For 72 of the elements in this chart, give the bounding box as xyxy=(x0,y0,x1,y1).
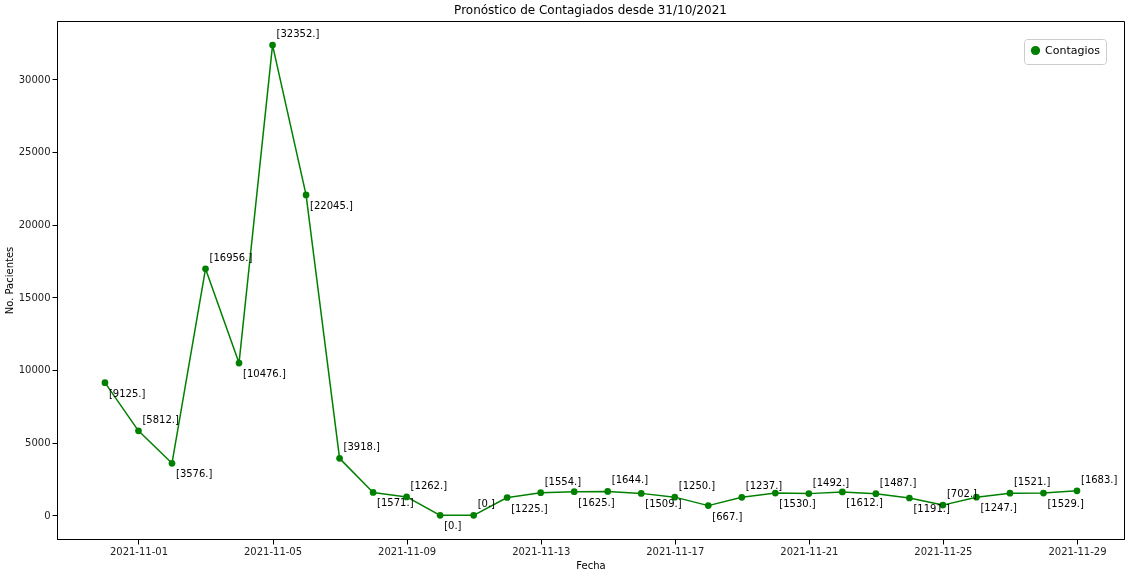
point xyxy=(369,489,377,496)
data-label: [1529.] xyxy=(1047,498,1084,510)
data-label: [1625.] xyxy=(578,496,615,508)
data-label: [1487.] xyxy=(879,476,917,488)
data-label: [1554.] xyxy=(544,475,582,487)
point xyxy=(436,511,444,519)
data-label: [32352.] xyxy=(276,28,320,40)
point xyxy=(302,191,310,199)
data-label: [1521.] xyxy=(1013,476,1051,488)
x-tick-label: 2021-11-25 xyxy=(914,545,973,557)
point xyxy=(637,490,645,497)
data-label: [1250.] xyxy=(678,480,716,492)
point xyxy=(202,265,209,273)
data-label: [1492.] xyxy=(812,476,850,488)
point xyxy=(269,41,276,49)
x-tick-label: 2021-11-17 xyxy=(646,545,705,557)
data-label: [0.] xyxy=(477,498,496,510)
point xyxy=(537,489,545,497)
data-label: [1571.] xyxy=(377,497,414,509)
legend-label: Contagios xyxy=(1045,43,1101,57)
data-label: [1530.] xyxy=(779,498,816,510)
point xyxy=(135,427,142,435)
data-label: [1191.] xyxy=(913,503,950,514)
data-label: [667.] xyxy=(712,510,743,522)
data-label: [1644.] xyxy=(611,474,649,486)
point xyxy=(1073,487,1081,495)
point xyxy=(1040,489,1047,497)
data-label: [3576.] xyxy=(175,468,213,480)
y-tick-label: 0 xyxy=(44,509,51,521)
y-tick-label: 25000 xyxy=(18,146,51,158)
point xyxy=(235,359,243,367)
point xyxy=(704,502,712,509)
point xyxy=(570,488,578,496)
data-label: [1225.] xyxy=(511,502,548,514)
x-tick-label: 2021-11-29 xyxy=(1048,545,1107,557)
y-tick-label: 10000 xyxy=(18,364,51,376)
point xyxy=(738,493,746,501)
point xyxy=(168,459,176,467)
data-label: [5812.] xyxy=(142,413,179,425)
point xyxy=(470,511,478,519)
data-label: [1612.] xyxy=(846,496,883,508)
y-tick-label: 30000 xyxy=(18,73,51,85)
point xyxy=(805,490,813,497)
x-axis-title: Fecha xyxy=(576,559,606,571)
y-axis-title: No. Pacientes xyxy=(3,246,15,315)
data-label: [1237.] xyxy=(745,480,783,492)
x-tick-label: 2021-11-01 xyxy=(109,545,169,557)
data-label: [1683.] xyxy=(1080,473,1118,485)
x-tick-label: 2021-11-05 xyxy=(243,545,303,557)
point xyxy=(336,455,343,462)
data-label: [702.] xyxy=(946,488,978,500)
point xyxy=(604,488,612,495)
point xyxy=(872,490,880,498)
data-label: [1247.] xyxy=(980,502,1017,514)
y-tick-label: 5000 xyxy=(25,437,51,449)
point xyxy=(906,494,913,502)
x-tick-label: 2021-11-21 xyxy=(780,545,839,557)
chart-title: Pronóstico de Contagiados desde 31/10/2021 xyxy=(454,3,727,17)
point xyxy=(101,379,109,387)
x-tick-label: 2021-11-13 xyxy=(512,545,571,557)
data-label: [1262.] xyxy=(410,479,448,491)
point xyxy=(839,488,846,496)
data-label: [3918.] xyxy=(343,441,381,453)
data-label: [22045.] xyxy=(310,199,353,211)
point xyxy=(503,494,511,501)
y-tick-label: 15000 xyxy=(18,291,51,303)
x-tick-label: 2021-11-09 xyxy=(378,545,437,557)
point xyxy=(1006,489,1014,497)
data-label: [0.] xyxy=(444,520,462,532)
y-tick-label: 20000 xyxy=(18,219,51,231)
data-label: [1509.] xyxy=(645,498,682,510)
data-label: [10476.] xyxy=(243,368,286,380)
